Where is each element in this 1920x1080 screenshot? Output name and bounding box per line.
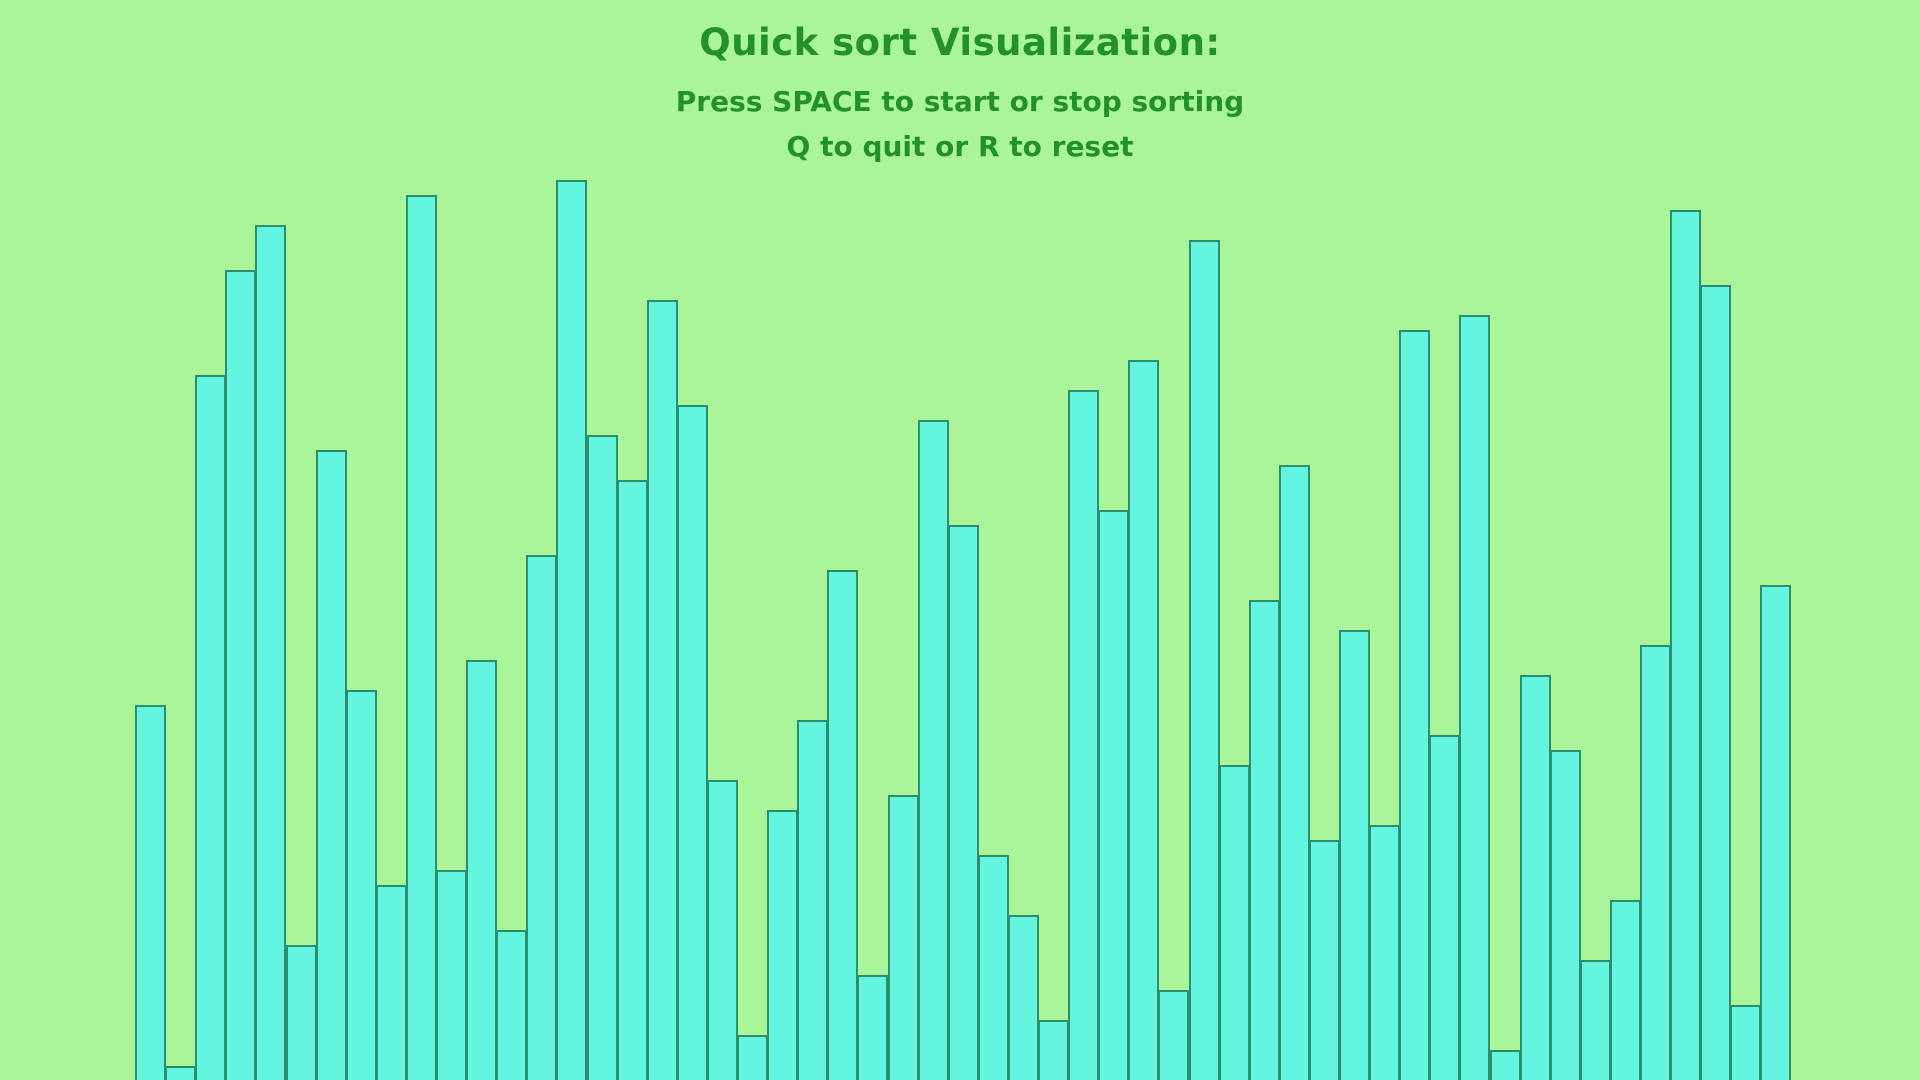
title: Quick sort Visualization: <box>699 21 1221 64</box>
sort-bar <box>1610 900 1641 1080</box>
instruction-quit-reset: Q to quit or R to reset <box>786 130 1134 163</box>
sort-bar <box>1700 285 1731 1080</box>
sort-bar <box>316 450 347 1080</box>
sort-bar <box>1490 1050 1521 1080</box>
sort-bar <box>1640 645 1671 1080</box>
sort-bar <box>827 570 858 1080</box>
sort-bar <box>286 945 317 1080</box>
sort-bar <box>255 225 286 1080</box>
sort-bar <box>1068 390 1099 1080</box>
sort-bar <box>1730 1005 1761 1080</box>
sort-bar <box>1158 990 1189 1080</box>
sort-bar <box>1098 510 1129 1080</box>
sort-bar <box>436 870 467 1080</box>
sort-bar <box>1459 315 1490 1080</box>
sort-bar <box>677 405 708 1080</box>
sort-bar <box>767 810 798 1080</box>
sort-bar <box>1309 840 1340 1080</box>
sort-bar <box>1580 960 1611 1080</box>
sort-bar <box>466 660 497 1080</box>
sort-bar <box>587 435 618 1080</box>
sort-bar <box>617 480 648 1080</box>
sort-bar <box>406 195 437 1080</box>
sort-bar <box>376 885 407 1080</box>
sort-bar <box>225 270 256 1080</box>
sort-bar <box>918 420 949 1080</box>
sort-bar <box>165 1066 196 1080</box>
sort-bar <box>526 555 557 1080</box>
sort-bar <box>1369 825 1400 1080</box>
sort-bar <box>1550 750 1581 1080</box>
sort-bar <box>1249 600 1280 1080</box>
sort-bar <box>1279 465 1310 1080</box>
sort-bar <box>948 525 979 1080</box>
sort-bar <box>797 720 828 1080</box>
sort-bar <box>888 795 919 1080</box>
sort-bar <box>1128 360 1159 1080</box>
sort-bar <box>135 705 166 1080</box>
sort-bar <box>1008 915 1039 1080</box>
sort-bar <box>1189 240 1220 1080</box>
sort-bar <box>737 1035 768 1080</box>
sort-bar <box>978 855 1009 1080</box>
sort-bar <box>1670 210 1701 1080</box>
sort-bar <box>707 780 738 1080</box>
sort-bar <box>195 375 226 1080</box>
sort-bar <box>647 300 678 1080</box>
sort-bar <box>346 690 377 1080</box>
sort-bar <box>1520 675 1551 1080</box>
sort-bar <box>1038 1020 1069 1080</box>
sort-bar <box>1399 330 1430 1080</box>
sort-bar <box>1219 765 1250 1080</box>
sort-bar <box>556 180 587 1080</box>
sort-bar <box>1760 585 1791 1080</box>
sort-bar <box>1429 735 1460 1080</box>
sort-bar <box>857 975 888 1080</box>
sort-bar <box>496 930 527 1080</box>
sort-bar <box>1339 630 1370 1080</box>
instruction-start-stop: Press SPACE to start or stop sorting <box>675 85 1245 118</box>
